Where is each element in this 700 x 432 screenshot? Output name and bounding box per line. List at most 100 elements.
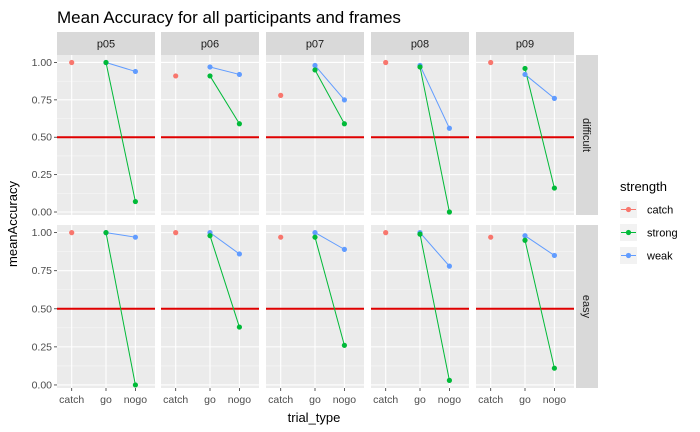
facet-grid: p05 p06 p07 p08 p09 difficult easy 0.00 0.25 0.50… [32,32,598,406]
panel-p05-difficult [57,55,155,215]
x-tick-label: catch [373,394,398,406]
facet-label-difficult: difficult [580,118,592,152]
point-weak-nogo [341,97,347,103]
point-strong-nogo [446,377,452,383]
x-tick-label: catch [163,394,188,406]
series-line-strong [105,232,136,386]
facet-label-p05: p05 [97,39,115,51]
panel-p06-difficult [161,55,259,215]
point-weak-nogo [551,95,558,101]
point-strong-go [312,234,318,240]
point-weak-go [522,71,528,78]
y-tick-label: 0.75 [32,94,53,106]
x-tick-label: go [414,394,426,406]
series-line-weak [419,232,450,267]
point-weak-nogo [341,246,347,252]
x-tick-label: go [204,394,216,406]
point-weak-go [522,233,528,239]
x-tick-label: go [309,394,321,406]
point-strong-nogo [132,382,138,388]
point-weak-go [207,64,213,70]
legend-label-strong: strong [647,228,678,240]
series-line-strong [314,237,345,346]
point-strong-nogo [551,185,558,191]
panel-p09-easy [476,225,574,388]
series-line-weak [419,65,450,129]
point-weak-nogo [132,234,138,240]
series-line-strong [524,68,555,189]
facet-label-p06: p06 [201,39,219,51]
legend-title: strength [620,179,667,194]
point-strong-go [417,64,423,70]
legend: strength catch strong weak [620,179,678,264]
point-catch [278,92,284,98]
x-tick-label: nogo [438,394,462,406]
point-catch [383,59,389,66]
y-tick-label: 0.75 [32,265,53,277]
facet-label-easy: easy [580,295,592,319]
panel-p07-easy [266,225,364,388]
facet-label-p09: p09 [516,39,534,51]
point-weak-nogo [446,263,452,269]
x-axis-title: trial_type [288,410,341,425]
legend-label-catch: catch [647,205,673,217]
y-tick-label: 1.00 [32,227,53,239]
panel-p08-difficult [371,55,469,215]
point-weak-nogo [236,251,242,257]
x-tick-label: catch [59,394,84,406]
panel-p09-difficult [476,55,574,215]
point-catch [488,59,494,66]
series-line-weak [524,74,555,99]
y-tick-label: 0.50 [32,303,53,315]
point-weak-go [312,230,318,236]
point-strong-nogo [132,198,138,205]
x-tick-label: catch [268,394,293,406]
series-line-strong [524,240,555,369]
facet-label-p07: p07 [306,39,324,51]
point-weak-nogo [236,71,242,78]
facet-strip-p09 [476,32,574,55]
point-strong-go [522,65,528,72]
legend-key-point-strong [625,229,632,236]
point-catch [383,230,389,236]
series-line-weak [314,232,345,250]
series-line-weak [209,232,240,255]
x-tick-label: nogo [124,394,148,406]
facet-strip-p05 [57,32,155,55]
point-strong-go [522,237,528,243]
y-tick-label: 0.25 [32,169,53,181]
point-strong-nogo [341,121,347,127]
panel-p07-difficult [266,55,364,215]
point-strong-go [207,73,213,79]
point-weak-go [312,62,318,69]
panel-p08-easy [371,225,469,388]
point-catch [488,234,494,240]
legend-key-point-catch [625,206,632,213]
facet-strip-p07 [266,32,364,55]
point-strong-nogo [446,209,452,215]
x-tick-label: go [519,394,531,406]
y-tick-label: 0.00 [32,379,53,391]
series-line-strong [105,62,136,202]
point-catch [69,59,75,66]
facet-strip-easy [576,225,598,388]
point-strong-go [312,67,318,73]
facet-label-p08: p08 [411,39,429,51]
y-tick-label: 1.00 [32,57,53,69]
point-weak-nogo [446,125,452,131]
facet-strip-p08 [371,32,469,55]
facet-strip-p06 [161,32,259,55]
point-catch [278,234,284,240]
point-weak-nogo [132,68,138,75]
series-line-strong [419,66,450,213]
point-strong-nogo [236,324,242,330]
chart-title: Mean Accuracy for all participants and f… [57,8,401,27]
series-line-weak [105,232,136,238]
legend-key-point-weak [625,252,632,259]
series-line-weak [209,66,240,75]
legend-label-weak: weak [646,251,673,263]
facet-strip-difficult [576,55,598,215]
point-strong-go [207,233,213,239]
point-catch [173,73,179,79]
